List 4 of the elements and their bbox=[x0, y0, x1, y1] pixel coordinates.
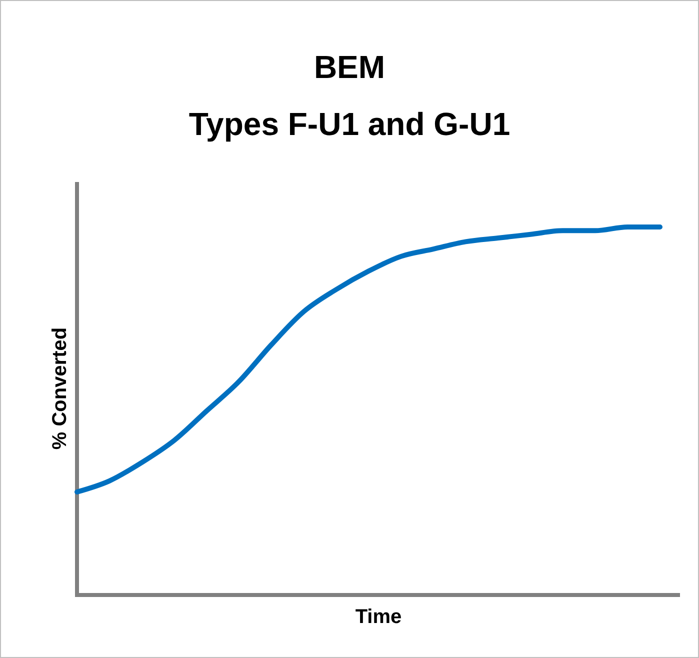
chart-title: BEM bbox=[314, 49, 386, 85]
x-axis-title: Time bbox=[355, 606, 402, 628]
y-axis-title: % Converted bbox=[49, 327, 71, 450]
chart-subtitle: Types F-U1 and G-U1 bbox=[188, 106, 510, 142]
